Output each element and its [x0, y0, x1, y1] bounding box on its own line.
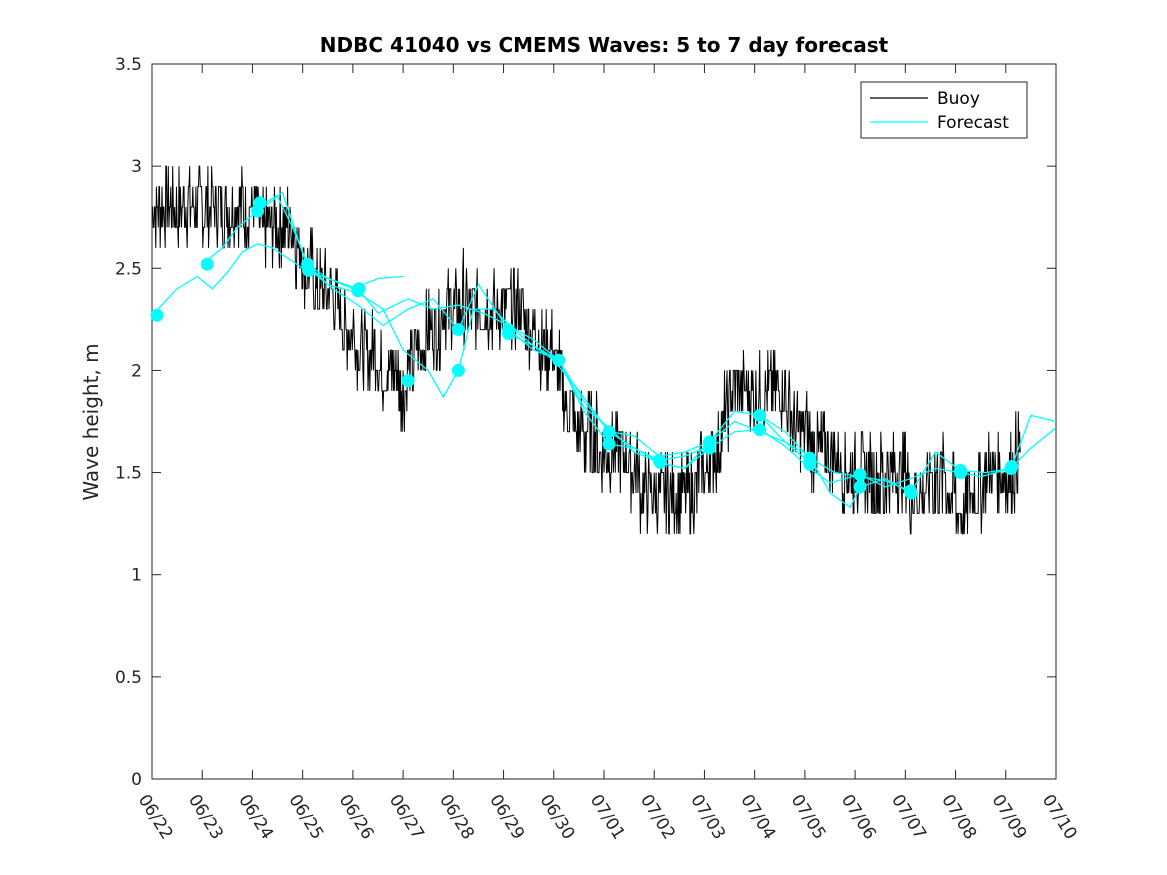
forecast-marker — [904, 486, 918, 500]
forecast-marker — [401, 374, 415, 388]
y-tick-label: 1 — [131, 566, 142, 586]
plot-frame — [151, 63, 1057, 780]
y-axis-label: Wave height, m — [79, 343, 103, 500]
legend-label-forecast: Forecast — [937, 113, 1009, 133]
forecast-marker — [302, 263, 316, 277]
forecast-marker — [954, 466, 968, 480]
forecast-marker — [451, 363, 465, 377]
forecast-marker — [602, 425, 616, 439]
forecast-marker — [552, 353, 566, 367]
y-tick-label: 0 — [131, 770, 142, 790]
y-tick-label: 2.5 — [115, 259, 142, 279]
forecast-marker — [352, 282, 366, 296]
forecast-marker — [753, 423, 767, 437]
forecast-marker — [602, 437, 616, 451]
forecast-marker — [853, 480, 867, 494]
forecast-marker — [803, 457, 817, 471]
forecast-marker — [702, 441, 716, 455]
forecast-marker — [150, 308, 164, 322]
y-tick-label: 3 — [131, 157, 142, 177]
marker-layer — [150, 196, 1019, 500]
legend: Buoy Forecast — [860, 81, 1028, 139]
plot-area: 00.511.522.533.506/22 06/23 06/24 06/25 06/2… — [115, 55, 1081, 843]
legend-label-buoy: Buoy — [937, 89, 980, 109]
forecast-marker — [200, 257, 214, 271]
forecast-marker — [1005, 459, 1019, 473]
forecast-marker — [502, 327, 516, 341]
forecast-marker — [853, 468, 867, 482]
series-line-forecast-3 — [257, 191, 811, 463]
chart-title: NDBC 41040 vs CMEMS Waves: 5 to 7 day fo… — [320, 33, 889, 57]
series-line-forecast-1 — [152, 243, 404, 316]
forecast-marker — [451, 323, 465, 337]
forecast-marker — [753, 408, 767, 422]
y-tick-label: 2 — [131, 361, 142, 381]
y-tick-label: 1.5 — [115, 464, 142, 484]
y-tick-label: 0.5 — [115, 668, 142, 688]
series-line-buoy — [152, 165, 1021, 535]
legend-box — [860, 81, 1028, 139]
y-tick-label: 3.5 — [115, 55, 142, 75]
forecast-marker — [253, 196, 267, 210]
series-line-forecast-5 — [508, 333, 1056, 488]
forecast-marker — [653, 455, 667, 469]
